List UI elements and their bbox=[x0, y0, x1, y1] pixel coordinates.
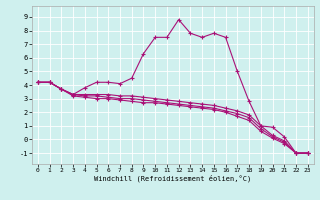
X-axis label: Windchill (Refroidissement éolien,°C): Windchill (Refroidissement éolien,°C) bbox=[94, 175, 252, 182]
